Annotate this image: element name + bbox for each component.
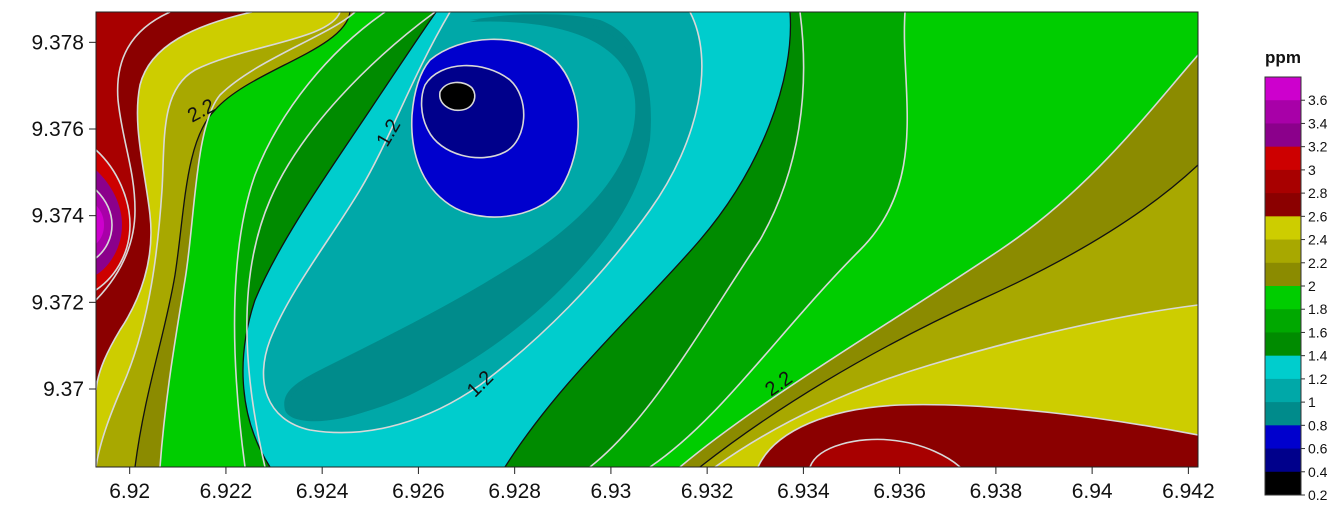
colorbar-tick-label: 3.6 (1308, 92, 1328, 108)
band-3.6-3.8-left (96, 205, 104, 244)
colorbar-swatch (1265, 123, 1301, 148)
contour-lines (96, 12, 1198, 467)
x-tick-label: 6.934 (777, 480, 830, 503)
contour-line-1.2-right (504, 12, 792, 467)
band-0.8-1.0-main (288, 14, 651, 420)
colorbar-tick-label: 3.2 (1308, 139, 1328, 155)
x-tick-label: 6.926 (392, 480, 445, 503)
y-tick-label: 9.378 (31, 31, 84, 54)
x-tick-label: 6.928 (488, 480, 541, 503)
colorbar-tick-label: 2 (1308, 278, 1316, 294)
colorbar-tick-label: 0.8 (1308, 417, 1328, 433)
band-2.4-2.6-left (96, 12, 340, 467)
colorbar-swatch (1265, 262, 1301, 287)
band-2.8-3.0 (810, 439, 960, 467)
x-tick-label: 6.924 (296, 480, 349, 503)
plot-frame (95, 11, 1199, 468)
colorbar-tick-label: 1.8 (1308, 301, 1328, 317)
colorbar-swatch (1265, 378, 1301, 403)
colorbar-swatch (1265, 193, 1301, 217)
x-tick-label: 6.942 (1162, 480, 1215, 503)
colorbar-title: ppm (1265, 48, 1301, 67)
colorbar-tick-label: 1.2 (1308, 371, 1328, 387)
x-tick-label: 6.92 (109, 480, 150, 503)
y-axis: 9.378 9.376 9.374 9.372 9.37 (31, 31, 96, 401)
colorbar-swatch (1265, 100, 1301, 124)
colorbar-tick-label: 2.4 (1308, 232, 1328, 248)
x-tick-label: 6.922 (200, 480, 253, 503)
y-tick-label: 9.372 (31, 291, 84, 314)
y-tick-label: 9.37 (43, 378, 84, 401)
colorbar-tick-label: 3.4 (1308, 115, 1328, 131)
x-tick-label: 6.936 (873, 480, 926, 503)
contour-lines-minor (96, 12, 1198, 467)
band-1.0-1.2 (263, 12, 702, 433)
colorbar-swatch (1265, 77, 1301, 101)
x-axis: 6.92 6.922 6.924 6.926 6.928 6.93 6.932 6.934 6.… (109, 467, 1215, 503)
contour-line-2.2-left (134, 12, 351, 467)
x-tick-label: 6.932 (681, 480, 734, 503)
band-0.2-0.4 (439, 82, 475, 111)
y-tick-label: 9.376 (31, 118, 84, 141)
contour-line-2.2-right (699, 164, 1198, 467)
colorbar-tick-label: 1.6 (1308, 324, 1328, 340)
colorbar-swatch (1265, 402, 1301, 426)
colorbar-tick-label: 0.6 (1308, 441, 1328, 457)
band-2.6-2.8-left (96, 12, 252, 390)
colorbar-swatch (1265, 355, 1301, 380)
colorbar-swatch (1265, 471, 1301, 496)
x-tick-label: 6.938 (970, 480, 1023, 503)
colorbar-swatch (1265, 239, 1301, 264)
colorbar-ticks: 3.6 3.4 3.2 3 2.8 2.6 2.4 2.2 2 1.8 1.6 1.4 1.2 1 0.8 0… (1301, 92, 1328, 503)
colorbar-tick-label: 0.4 (1308, 464, 1328, 480)
colorbar-tick-label: 1 (1308, 394, 1316, 410)
colorbar-swatch (1265, 448, 1301, 473)
x-tick-label: 6.94 (1072, 480, 1113, 503)
x-tick-label: 6.93 (590, 480, 631, 503)
y-tick-label: 9.374 (31, 205, 84, 228)
colorbar-swatch (1265, 332, 1301, 357)
colorbar-swatch (1265, 146, 1301, 171)
colorbar-swatch (1265, 286, 1301, 310)
colorbar-tick-label: 3 (1308, 162, 1316, 178)
contour-fill (96, 12, 1198, 467)
colorbar-tick-label: 0.2 (1308, 487, 1328, 503)
colorbar-tick-label: 2.6 (1308, 208, 1328, 224)
contour-line-1.2-left (242, 12, 437, 467)
colorbar-swatch (1265, 425, 1301, 450)
colorbar-tick-label: 1.4 (1308, 348, 1328, 364)
colorbar-tick-label: 2.8 (1308, 185, 1328, 201)
colorbar-swatch (1265, 216, 1301, 241)
colorbar-swatch (1265, 309, 1301, 333)
colorbar-swatch (1265, 169, 1301, 194)
colorbar-tick-label: 2.2 (1308, 255, 1328, 271)
colorbar: ppm 3.6 3.4 3.2 3 2.8 2.6 2.4 2.2 2 1.8 1.6 1.4 1.2 1… (1264, 48, 1328, 503)
colorbar-swatches (1264, 76, 1302, 496)
